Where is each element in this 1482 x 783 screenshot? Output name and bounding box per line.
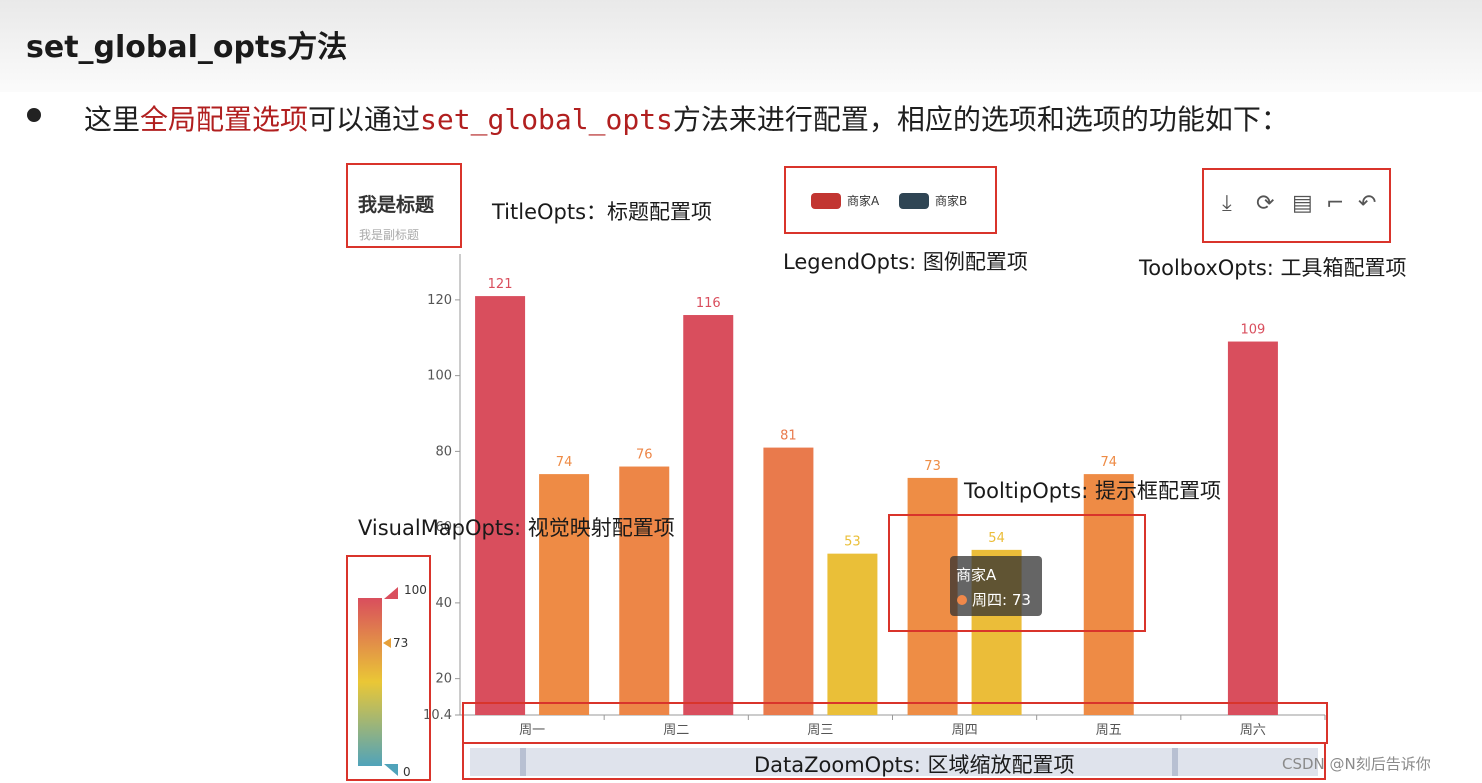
x-tick-label: 周五 — [1096, 723, 1122, 738]
tooltip-value: 周四: 73 — [972, 591, 1031, 609]
bar — [683, 315, 734, 715]
refresh-icon[interactable]: ⟳ — [1256, 191, 1275, 216]
y-tick-label: 100 — [427, 369, 452, 384]
bullet-dot — [27, 108, 41, 122]
annotation-legend-opts: LegendOpts: 图例配置项 — [783, 250, 1028, 274]
visualmap-highlight-box — [346, 555, 431, 781]
visualmap-max-label: 100 — [404, 583, 427, 597]
legend-swatch-b — [899, 192, 929, 209]
chart-title: 我是标题 — [358, 194, 435, 216]
tooltip-series: 商家A — [956, 566, 997, 584]
chart-subtitle: 我是副标题 — [359, 228, 420, 242]
title-highlight-box — [346, 163, 462, 248]
bar-value-label: 81 — [780, 429, 797, 444]
tooltip-marker — [957, 595, 967, 605]
annotation-datazoom-opts: DataZoomOpts: 区域缩放配置项 — [754, 753, 1075, 777]
bar — [1227, 341, 1278, 715]
legend-item-a[interactable]: 商家A — [811, 192, 879, 209]
legend-label-b: 商家B — [935, 194, 968, 208]
datazoom-right-handle[interactable] — [1172, 748, 1178, 776]
bar-value-label: 54 — [988, 531, 1005, 546]
toolbox-highlight-box — [1202, 168, 1391, 243]
tooltip-highlight-box — [888, 514, 1146, 632]
bar-value-label: 121 — [488, 277, 513, 292]
datazoom-left-handle[interactable] — [520, 748, 526, 776]
annotation-tooltip-opts: TooltipOpts: 提示框配置项 — [964, 479, 1221, 503]
visualmap-gradient-bar[interactable] — [358, 598, 382, 766]
y-tick-label: 120 — [427, 293, 452, 308]
slide-heading: set_global_opts方法 — [26, 30, 348, 65]
data-view-icon[interactable]: ▤ — [1292, 191, 1313, 216]
watermark: CSDN @N刻后告诉你 — [1282, 755, 1431, 773]
bar-value-label: 76 — [636, 448, 653, 463]
slide-header-band — [0, 0, 1482, 92]
download-icon[interactable]: ⤓ — [1222, 191, 1232, 216]
bar-value-label: 53 — [844, 535, 861, 550]
bullet-part5: 方法来进行配置，相应的选项和选项的功能如下： — [672, 103, 1289, 136]
bullet-highlight: 全局配置选项 — [140, 103, 309, 136]
bar-value-label: 109 — [1241, 323, 1266, 338]
bar — [475, 296, 526, 715]
bullet-part3: 可以通过 — [308, 103, 421, 136]
bullet-code: set_global_opts — [420, 103, 673, 136]
x-tick-label: 周四 — [952, 723, 978, 738]
bar — [827, 553, 878, 715]
bar-value-label: 74 — [1100, 455, 1117, 470]
legend-item-b[interactable]: 商家B — [899, 192, 967, 209]
visualmap-indicator-label: 73 — [393, 636, 409, 650]
bar — [619, 466, 670, 715]
x-tick-label: 周一 — [519, 723, 545, 738]
bullet-part1: 这里 — [84, 103, 141, 136]
y-tick-label: 60 — [435, 520, 452, 535]
bar — [907, 477, 958, 715]
y-tick-label: 20 — [435, 672, 452, 687]
legend-label-a: 商家A — [847, 194, 880, 208]
visualmap-min-label: 0 — [403, 765, 411, 779]
annotation-visualmap-opts: VisualMapOpts: 视觉映射配置项 — [358, 516, 675, 540]
annotation-toolbox-opts: ToolboxOpts: 工具箱配置项 — [1139, 256, 1407, 280]
visualmap-top-handle[interactable] — [382, 585, 402, 601]
xaxis-highlight-box — [462, 702, 1328, 744]
bullet-text: 这里全局配置选项可以通过set_global_opts方法来进行配置，相应的选项… — [84, 98, 1289, 138]
x-tick-label: 周三 — [807, 723, 833, 738]
y-tick-label: 40 — [435, 596, 452, 611]
y-tick-label: 80 — [435, 444, 452, 459]
visualmap-bottom-handle[interactable] — [382, 762, 402, 778]
legend-swatch-a — [811, 192, 841, 209]
legend-highlight-box — [784, 166, 997, 234]
visualmap-indicator — [383, 638, 391, 648]
zoom-icon[interactable]: ⌐ — [1326, 191, 1345, 216]
bar — [763, 447, 814, 715]
annotation-title-opts: TitleOpts：标题配置项 — [492, 200, 713, 224]
datazoom-highlight-box — [462, 742, 1326, 780]
bar — [539, 474, 590, 715]
x-tick-label: 周二 — [663, 723, 689, 738]
bar-value-label: 74 — [556, 455, 573, 470]
bar-value-label: 116 — [696, 296, 721, 311]
zoom-reset-icon[interactable]: ↶ — [1358, 191, 1377, 216]
bar-value-label: 73 — [924, 459, 941, 474]
x-tick-label: 周六 — [1240, 723, 1266, 738]
tooltip: 商家A 周四: 73 — [950, 556, 1042, 616]
